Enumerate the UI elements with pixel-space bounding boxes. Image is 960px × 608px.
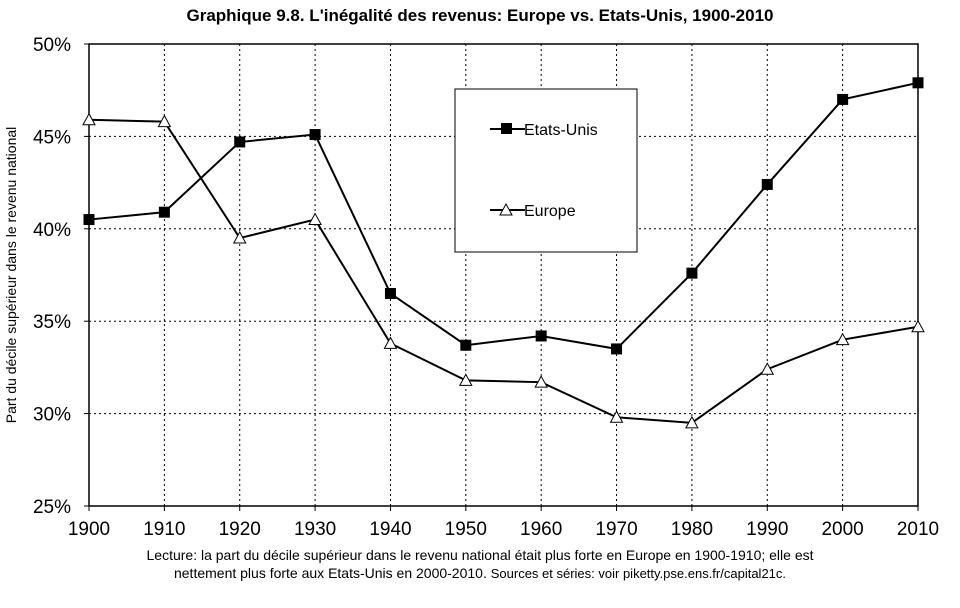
data-point-etats-unis: [837, 93, 849, 105]
data-point-europe: [157, 114, 172, 128]
y-tick-label: 25%: [33, 497, 71, 518]
x-tick-label: 1950: [445, 519, 487, 540]
data-point-europe: [760, 362, 775, 375]
x-tick-label: 1900: [68, 519, 110, 540]
x-tick-label: 1940: [369, 519, 411, 540]
x-tick-label: 1960: [520, 519, 562, 540]
x-tick-label: 1930: [294, 519, 336, 540]
x-tick-label: 1920: [219, 519, 261, 540]
y-axis-ticks: 25% 30% 35% 40% 45% 50%: [33, 35, 89, 518]
legend: Etats-Unis Europe: [454, 88, 638, 253]
x-tick-label: 1990: [746, 519, 788, 540]
series-line-etats-unis: [88, 81, 919, 350]
grid: [89, 44, 918, 506]
x-tick-label: 2000: [821, 519, 863, 540]
data-point-europe: [685, 415, 699, 429]
legend-box: [454, 88, 638, 253]
data-point-etats-unis: [761, 178, 773, 190]
legend-square-marker: [501, 123, 512, 134]
x-tick-label: 1980: [671, 519, 713, 540]
data-point-etats-unis: [384, 287, 396, 299]
data-point-etats-unis: [535, 330, 547, 342]
y-tick-label: 30%: [33, 405, 71, 426]
y-tick-label: 35%: [33, 312, 71, 333]
plot-area-border: [88, 43, 919, 507]
data-point-etats-unis: [912, 77, 924, 89]
data-point-europe: [383, 336, 398, 349]
legend-label-etats-unis: Etats-Unis: [524, 122, 598, 139]
x-axis-ticks: 1900 1910 1920 1930 1940 1950 1960 1970 1980 1990…: [68, 506, 939, 540]
data-point-etats-unis: [158, 206, 170, 218]
data-point-europe: [911, 319, 925, 333]
data-point-europe: [232, 230, 247, 244]
data-point-europe: [458, 373, 473, 386]
data-point-etats-unis: [234, 136, 246, 148]
caption-line-1: Lecture: la part du décile supérieur dan…: [146, 547, 814, 563]
x-tick-label: 1970: [595, 519, 637, 540]
y-tick-label: 45%: [33, 127, 71, 148]
x-tick-label: 2010: [897, 519, 939, 540]
data-point-etats-unis: [309, 129, 321, 141]
y-axis-label: Part du décile supérieur dans le revenu …: [3, 127, 19, 424]
data-point-europe: [82, 112, 96, 126]
x-tick-label: 1910: [143, 519, 185, 540]
caption-sources: Sources et séries: voir piketty.pse.ens.…: [490, 566, 787, 581]
data-point-europe: [609, 410, 624, 423]
series-line-europe: [88, 118, 919, 424]
legend-triangle-marker: [499, 202, 513, 216]
chart-caption: Lecture: la part du décile supérieur dan…: [0, 546, 960, 583]
data-point-etats-unis: [686, 267, 698, 279]
chart-title: Graphique 9.8. L'inégalité des revenus: …: [186, 6, 774, 25]
data-point-etats-unis: [83, 214, 95, 226]
data-point-europe: [835, 332, 850, 346]
y-tick-label: 40%: [33, 220, 71, 241]
data-point-europe: [534, 375, 549, 388]
data-point-europe: [308, 212, 322, 226]
data-point-etats-unis: [460, 339, 472, 351]
caption-line-2: nettement plus forte aux Etats-Unis en 2…: [173, 565, 487, 581]
y-tick-label: 50%: [33, 35, 71, 56]
series-group: [82, 77, 925, 429]
legend-label-europe: Europe: [524, 203, 576, 220]
data-point-etats-unis: [611, 343, 623, 355]
